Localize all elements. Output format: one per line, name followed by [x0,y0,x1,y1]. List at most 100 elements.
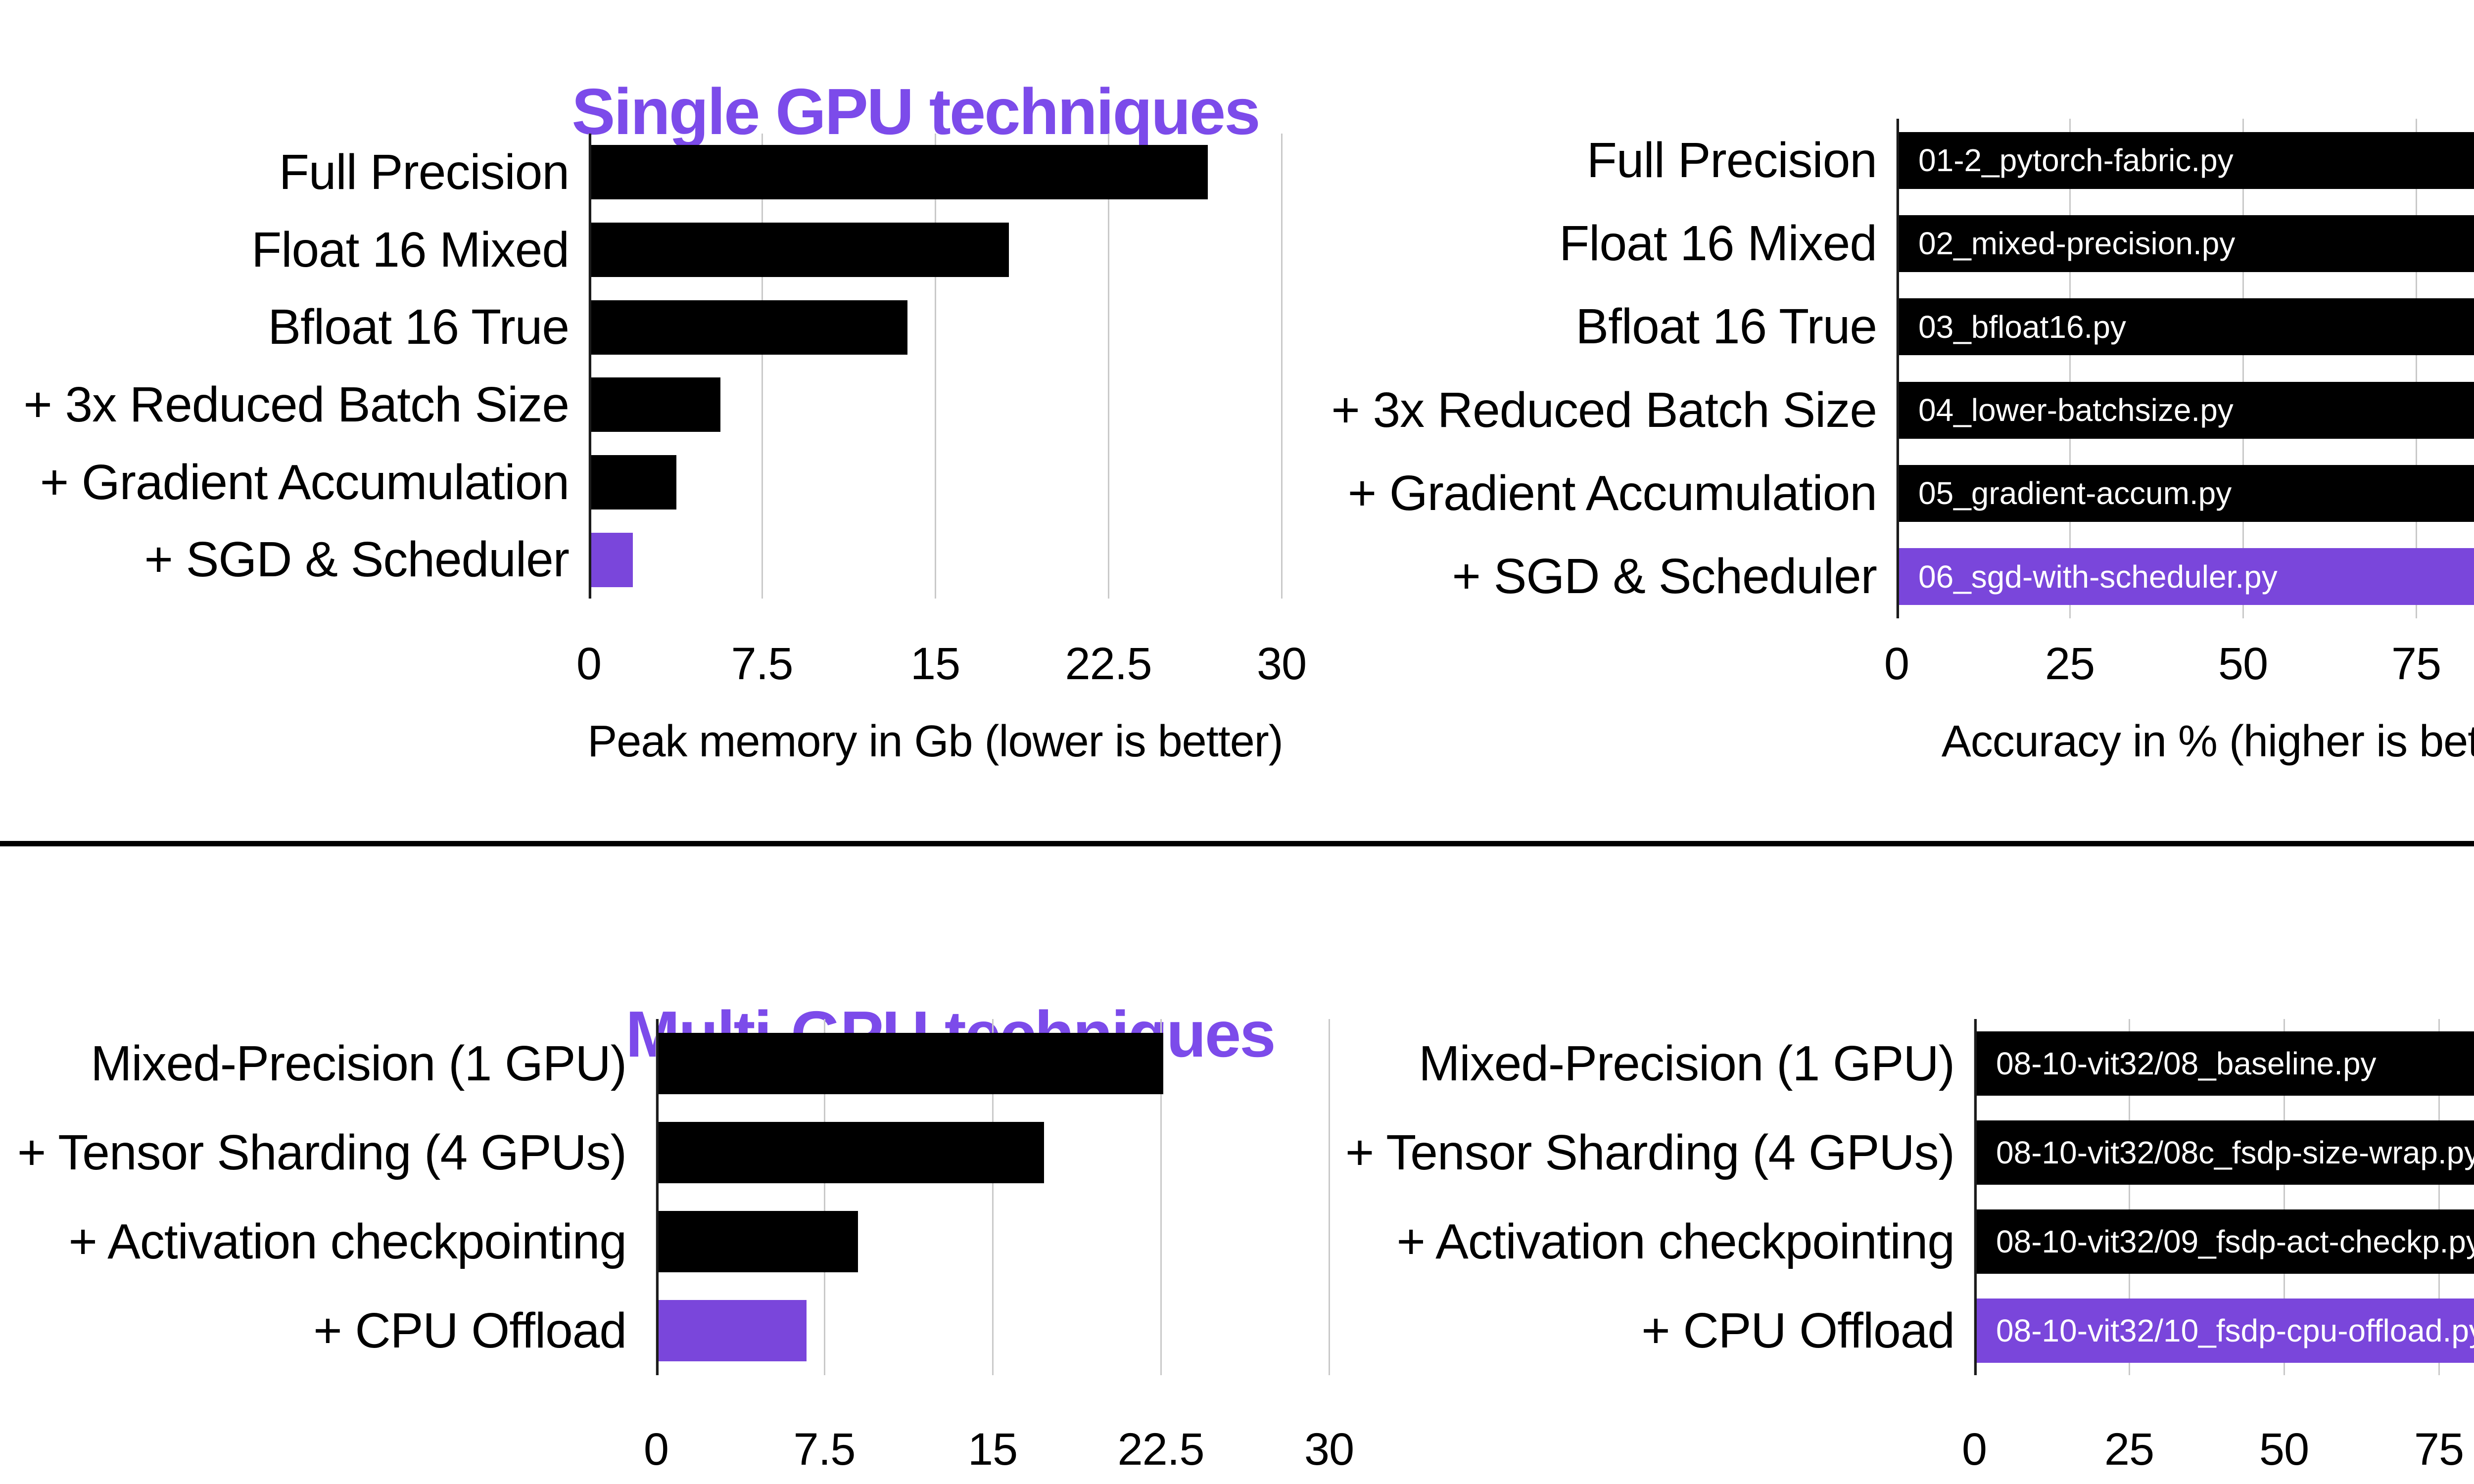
bar-inner-label: 08-10-vit32/10_fsdp-cpu-offload.py [1996,1313,2474,1348]
gridline [1107,134,1109,599]
category-label: Float 16 Mixed [1559,215,1877,271]
category-label: + 3x Reduced Batch Size [23,376,570,432]
x-tick-label: 7.5 [793,1424,856,1475]
bar [589,145,1208,200]
gridline [934,134,936,599]
y-axis-spine [1974,1019,1977,1375]
bar-inner-label: 08-10-vit32/08c_fsdp-size-wrap.py [1996,1135,2474,1170]
bar-row: 01-2_pytorch-fabric.py [1897,119,2474,202]
x-axis-label: Accuracy in % (higher is better) [1941,717,2474,766]
x-tick-label: 50 [2218,639,2268,689]
bar-row: 03_bfloat16.py [1897,285,2474,369]
bar: 08-10-vit32/08c_fsdp-size-wrap.py [1974,1120,2474,1185]
bar-inner-label: 04_lower-batchsize.py [1918,392,2234,428]
bar [656,1033,1163,1094]
category-label: Full Precision [1586,132,1877,188]
x-axis-ticks: 0 7.5 15 22.5 30 [644,1424,1354,1484]
category-row: Bfloat 16 True [1286,285,1877,369]
bar-inner-label: 08-10-vit32/08_baseline.py [1996,1046,2377,1081]
x-tick-label: 15 [967,1424,1018,1475]
gridline [2438,1019,2440,1375]
bar [589,300,907,355]
section-title-single-gpu: Single GPU techniques [571,75,1260,148]
bar: 08-10-vit32/08_baseline.py [1974,1031,2474,1096]
category-labels: Mixed-Precision (1 GPU) + Tensor Sharding… [0,1019,627,1375]
y-axis-spine [589,134,591,599]
category-row: + 3x Reduced Batch Size [0,366,570,444]
bar: 01-2_pytorch-fabric.py [1897,132,2474,189]
category-row: + Tensor Sharding (4 GPUs) [1336,1108,1955,1197]
gridline [2069,119,2071,618]
bar-row [656,1197,1329,1286]
bar-row [589,211,1282,289]
bar-row: 05_gradient-accum.py [1897,452,2474,535]
category-labels: Mixed-Precision (1 GPU) + Tensor Sharding… [1336,1019,1955,1375]
category-row: Mixed-Precision (1 GPU) [1336,1019,1955,1108]
x-tick-label: 22.5 [1117,1424,1204,1475]
category-row: Bfloat 16 True [0,288,570,366]
category-label: Bfloat 16 True [1575,299,1877,355]
category-label: + SGD & Scheduler [1452,549,1877,604]
bar-row: 08-10-vit32/08c_fsdp-size-wrap.py [1974,1108,2474,1197]
gridline [1160,1019,1162,1375]
category-label: + Activation checkpointing [68,1213,627,1269]
gridline [761,134,763,599]
bar-row [656,1286,1329,1375]
x-tick-label: 0 [1961,1424,1987,1475]
category-label: Mixed-Precision (1 GPU) [1419,1035,1955,1091]
bar-row [589,521,1282,599]
bar-row [589,444,1282,521]
gridline [1328,1019,1330,1375]
bar [589,223,1009,277]
bar [656,1211,858,1272]
bar: 08-10-vit32/10_fsdp-cpu-offload.py [1974,1298,2474,1363]
category-row: + Activation checkpointing [0,1197,627,1286]
bar-inner-label: 06_sgd-with-scheduler.py [1918,558,2278,595]
category-labels: Full Precision Float 16 Mixed Bfloat 16 Tr… [1286,119,1877,618]
gridline [1281,134,1283,599]
category-label: + Tensor Sharding (4 GPUs) [17,1124,627,1180]
x-tick-label: 0 [576,639,602,689]
x-tick-label: 25 [2104,1424,2154,1475]
x-tick-label: 7.5 [731,639,794,689]
x-tick-label: 0 [643,1424,669,1475]
bar-row [656,1019,1329,1108]
bar-row: 04_lower-batchsize.py [1897,369,2474,452]
category-label: + Tensor Sharding (4 GPUs) [1345,1124,1955,1180]
category-label: + SGD & Scheduler [144,532,570,588]
gridline [2242,119,2244,618]
bar-row: 06_sgd-with-scheduler.py [1897,535,2474,618]
bar: 06_sgd-with-scheduler.py [1897,548,2474,605]
plot-area: 08-10-vit32/08_baseline.py 08-10-vit32/08… [1973,1019,2474,1375]
category-row: + SGD & Scheduler [1286,535,1877,618]
bar [589,455,677,510]
plot-area: 01-2_pytorch-fabric.py 02_mixed-precision… [1896,119,2474,618]
x-tick-label: 25 [2045,639,2095,689]
bar-row: 08-10-vit32/10_fsdp-cpu-offload.py [1974,1286,2474,1375]
category-row: + Tensor Sharding (4 GPUs) [0,1108,627,1197]
category-row: Float 16 Mixed [0,211,570,289]
category-label: Bfloat 16 True [268,299,570,355]
bar [589,377,720,432]
category-row: + CPU Offload [0,1286,627,1375]
gridline [992,1019,994,1375]
bar-inner-label: 03_bfloat16.py [1918,309,2126,345]
category-row: + Gradient Accumulation [0,444,570,521]
bar-inner-label: 01-2_pytorch-fabric.py [1918,142,2234,179]
section-divider [0,841,2474,846]
category-label: Full Precision [279,144,570,200]
bar: 04_lower-batchsize.py [1897,381,2474,439]
gridline [2128,1019,2130,1375]
category-label: + Gradient Accumulation [1347,465,1877,521]
category-label: Mixed-Precision (1 GPU) [91,1035,627,1091]
bar: 08-10-vit32/09_fsdp-act-checkp.py [1974,1209,2474,1274]
x-axis-ticks: 0255075100 [1962,1424,2474,1484]
bar-row: 08-10-vit32/08_baseline.py [1974,1019,2474,1108]
bar [656,1300,807,1361]
x-tick-label: 50 [2259,1424,2309,1475]
x-axis-ticks: 0 7.5 15 22.5 30 [576,638,1307,707]
category-label: + Activation checkpointing [1396,1213,1955,1269]
x-axis-label: Peak memory in Gb (lower is better) [587,717,1283,766]
bar: 03_bfloat16.py [1897,298,2474,356]
